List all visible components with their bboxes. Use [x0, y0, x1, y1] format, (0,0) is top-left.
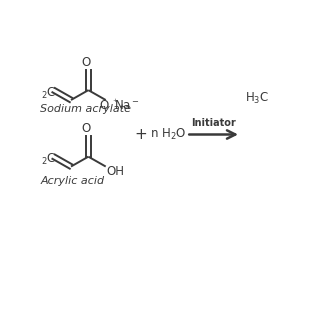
Text: $_2$C: $_2$C	[41, 152, 57, 167]
Text: H$_3$C: H$_3$C	[244, 91, 269, 106]
Text: O: O	[100, 99, 109, 112]
Text: $^+$: $^+$	[111, 98, 119, 107]
Text: Acrylic acid: Acrylic acid	[41, 176, 105, 186]
Text: OH: OH	[106, 165, 124, 179]
Text: $_2$C: $_2$C	[41, 85, 57, 101]
Text: Sodium acrylate: Sodium acrylate	[41, 104, 132, 114]
Text: O: O	[82, 123, 91, 135]
Text: +: +	[134, 127, 147, 142]
Text: O: O	[82, 56, 91, 69]
Text: n H$_2$O: n H$_2$O	[150, 127, 187, 142]
Text: Na$^-$: Na$^-$	[115, 99, 140, 112]
Text: Initiator: Initiator	[191, 117, 236, 128]
